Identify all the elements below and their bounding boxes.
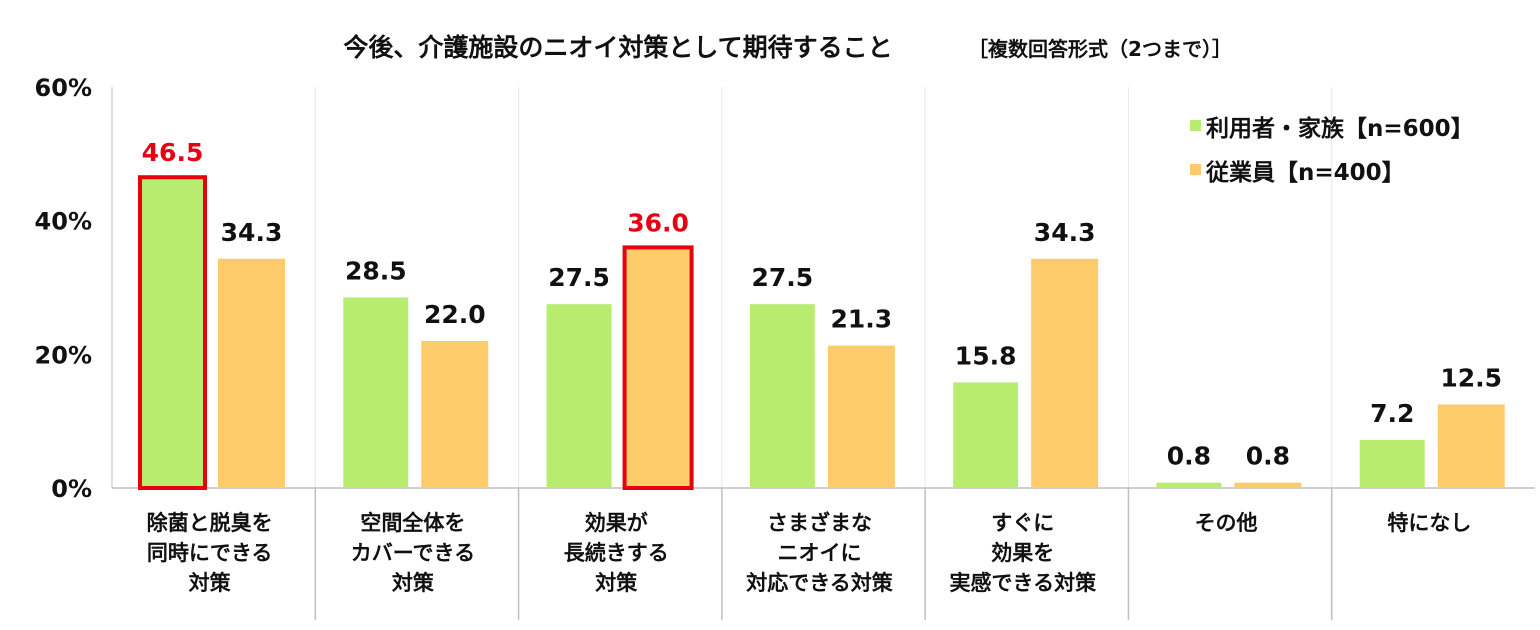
data-label: 34.3 <box>221 218 283 247</box>
legend-label: 従業員【n=400】 <box>1205 159 1405 186</box>
chart-subtitle: ［複数回答形式（2つまで）］ <box>968 37 1232 61</box>
data-label: 27.5 <box>548 263 610 292</box>
data-label: 0.8 <box>1246 442 1290 471</box>
bar <box>218 258 285 488</box>
bar <box>749 304 815 488</box>
data-label: 36.0 <box>627 208 689 237</box>
y-tick-label: 40% <box>35 208 92 236</box>
bar <box>827 345 895 488</box>
bar <box>1156 482 1222 488</box>
category-label: さまざまなニオイに対応できる対策 <box>746 511 894 595</box>
data-label: 0.8 <box>1167 442 1211 471</box>
data-label: 27.5 <box>752 263 814 292</box>
data-label: 21.3 <box>831 305 893 334</box>
data-label: 34.3 <box>1034 218 1096 247</box>
legend-swatch <box>1190 120 1201 131</box>
category-label: すぐに効果を実感できる対策 <box>949 511 1097 595</box>
bar <box>1031 258 1099 488</box>
data-label: 28.5 <box>345 257 407 286</box>
bar <box>421 340 489 488</box>
bar <box>138 175 207 490</box>
bar <box>1437 404 1505 488</box>
bar <box>343 297 409 488</box>
bar <box>1234 482 1302 488</box>
data-label: 12.5 <box>1440 363 1502 392</box>
chart-title: 今後、介護施設のニオイ対策として期待すること <box>343 33 892 62</box>
bar <box>622 245 694 490</box>
legend: 利用者・家族【n=600】従業員【n=400】 <box>1190 115 1474 186</box>
bar <box>953 382 1019 488</box>
legend-swatch <box>1190 164 1201 175</box>
legend-label: 利用者・家族【n=600】 <box>1206 115 1474 142</box>
y-tick-label: 20% <box>35 341 92 369</box>
data-label: 7.2 <box>1370 399 1414 428</box>
category-label: 効果が長続きする対策 <box>564 511 669 595</box>
data-label: 15.8 <box>955 341 1017 370</box>
category-label: 空間全体をカバーできる対策 <box>351 511 475 595</box>
category-label: 除菌と脱臭を同時にできる対策 <box>147 511 273 595</box>
category-label: その他 <box>1195 511 1258 535</box>
bar <box>1359 439 1425 488</box>
y-tick-label: 0% <box>51 475 92 503</box>
data-label: 46.5 <box>142 138 204 167</box>
y-tick-label: 60% <box>35 74 92 102</box>
bar <box>546 304 612 488</box>
category-label: 特になし <box>1387 511 1471 535</box>
data-label: 22.0 <box>424 300 486 329</box>
